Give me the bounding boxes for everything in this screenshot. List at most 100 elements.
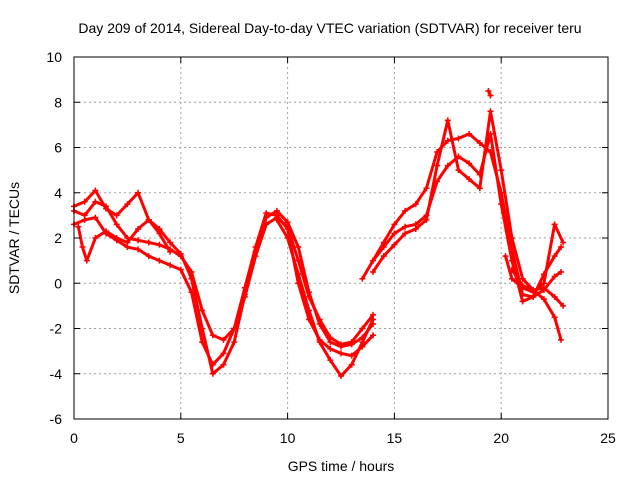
y-tick-label: 0 <box>54 275 62 291</box>
x-tick-label: 15 <box>387 430 403 446</box>
data-point <box>81 198 88 205</box>
data-point <box>338 343 344 350</box>
data-point <box>444 162 451 169</box>
data-point <box>370 257 377 264</box>
x-axis-title: GPS time / hours <box>288 458 395 474</box>
y-tick-label: 10 <box>46 49 62 65</box>
data-point <box>103 228 110 235</box>
y-tick-label: -2 <box>50 321 63 337</box>
data-point <box>316 320 323 327</box>
data-point <box>434 162 441 169</box>
data-point <box>338 350 344 357</box>
data-point <box>540 284 547 291</box>
data-point <box>124 239 131 246</box>
data-point <box>135 246 142 253</box>
data-point <box>455 167 462 174</box>
data-point <box>498 201 505 208</box>
data-point <box>476 185 483 192</box>
data-point <box>156 241 163 248</box>
data-point <box>145 239 152 246</box>
series-group <box>273 216 377 380</box>
data-point <box>558 244 565 251</box>
data-point <box>551 273 558 280</box>
x-tick-label: 20 <box>493 430 509 446</box>
data-point <box>241 291 248 298</box>
data-point <box>380 244 387 251</box>
x-tick-label: 25 <box>600 430 616 446</box>
data-point <box>338 373 344 380</box>
data-point <box>348 361 355 368</box>
data-point <box>519 282 526 289</box>
y-tick-label: 8 <box>54 94 62 110</box>
data-point <box>167 262 174 269</box>
data-series <box>71 87 567 380</box>
data-point <box>370 332 377 339</box>
data-point <box>359 275 366 282</box>
data-point <box>402 207 409 214</box>
data-point <box>220 336 227 343</box>
data-point <box>284 235 291 241</box>
data-point <box>295 244 302 251</box>
y-tick-label: -6 <box>50 411 63 427</box>
data-point <box>551 221 558 228</box>
data-point <box>81 216 88 223</box>
data-point <box>177 250 184 257</box>
data-point <box>508 266 515 273</box>
data-point <box>167 239 174 246</box>
data-point <box>156 230 163 237</box>
data-point <box>370 316 377 323</box>
data-point <box>423 216 430 223</box>
data-point <box>113 235 120 241</box>
data-point <box>519 275 526 282</box>
data-point <box>402 230 409 237</box>
data-point <box>75 223 82 230</box>
data-point <box>466 130 473 137</box>
data-point <box>558 268 565 275</box>
data-point <box>284 219 291 226</box>
data-point <box>145 253 152 260</box>
chart-title: Day 209 of 2014, Sidereal Day-to-day VTE… <box>78 20 581 36</box>
data-point <box>305 289 312 296</box>
data-point <box>551 293 558 300</box>
grid-lines <box>74 57 608 419</box>
x-tick-label: 5 <box>177 430 185 446</box>
data-point <box>124 201 131 208</box>
data-point <box>113 221 120 228</box>
data-point <box>83 257 90 264</box>
data-point <box>466 176 473 183</box>
data-point <box>391 221 398 228</box>
data-point <box>444 137 451 144</box>
y-tick-label: -4 <box>50 366 63 382</box>
data-point <box>199 307 206 314</box>
data-point <box>391 230 398 237</box>
data-point <box>519 298 526 305</box>
data-point <box>359 339 366 346</box>
data-point <box>487 92 494 99</box>
data-point <box>135 225 142 232</box>
data-point <box>135 189 142 196</box>
data-point <box>391 241 398 248</box>
data-point <box>156 257 163 264</box>
data-point <box>220 350 227 357</box>
data-point <box>220 361 227 368</box>
data-point <box>92 235 99 241</box>
y-tick-label: 2 <box>54 230 62 246</box>
data-point <box>370 268 377 275</box>
data-point <box>327 357 334 364</box>
data-point <box>551 314 558 321</box>
data-point <box>252 248 259 255</box>
data-point <box>380 253 387 260</box>
data-point <box>508 257 515 264</box>
data-point <box>135 237 142 244</box>
data-point <box>92 198 99 205</box>
data-point <box>348 341 355 348</box>
data-point <box>103 205 110 212</box>
data-point <box>92 214 99 221</box>
data-point <box>209 332 216 339</box>
series-line <box>275 218 375 378</box>
data-point <box>412 225 419 232</box>
data-point <box>348 352 355 359</box>
x-tick-label: 0 <box>70 430 78 446</box>
data-point <box>444 117 451 124</box>
